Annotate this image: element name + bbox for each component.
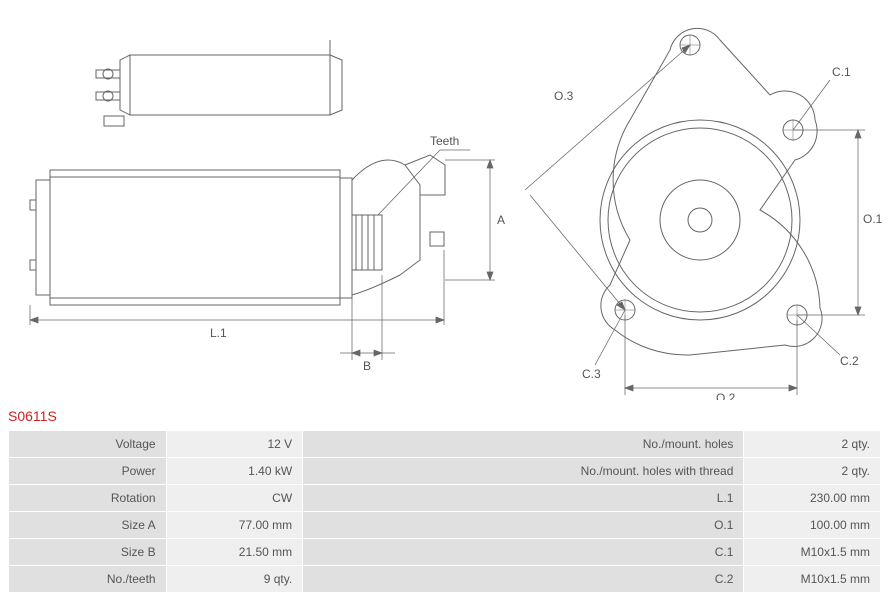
dim-label-C2: C.2 <box>840 354 859 368</box>
spec-value: 12 V <box>166 431 303 458</box>
spec-value: 77.00 mm <box>166 512 303 539</box>
spec-label: L.1 <box>303 485 744 512</box>
spec-label: C.2 <box>303 566 744 593</box>
dim-label-C1: C.1 <box>832 65 851 79</box>
spec-value: 21.50 mm <box>166 539 303 566</box>
table-row: No./teeth 9 qty. C.2 M10x1.5 mm <box>9 566 881 593</box>
table-row: Rotation CW L.1 230.00 mm <box>9 485 881 512</box>
spec-label: C.1 <box>303 539 744 566</box>
part-number: S0611S <box>8 408 57 424</box>
spec-label: Rotation <box>9 485 167 512</box>
dim-label-C3: C.3 <box>582 367 601 381</box>
spec-label: Size A <box>9 512 167 539</box>
spec-label: No./mount. holes with thread <box>303 458 744 485</box>
dim-label-A: A <box>497 213 505 227</box>
technical-drawing: L.1 B A Teeth <box>0 0 889 400</box>
dim-label-L1: L.1 <box>210 326 227 340</box>
dim-label-O2: O.2 <box>716 391 736 400</box>
dim-label-O3: O.3 <box>554 89 574 103</box>
diagram-panel: L.1 B A Teeth <box>0 0 889 400</box>
spec-value: 2 qty. <box>744 431 881 458</box>
spec-value: 9 qty. <box>166 566 303 593</box>
table-row: Voltage 12 V No./mount. holes 2 qty. <box>9 431 881 458</box>
spec-value: 1.40 kW <box>166 458 303 485</box>
spec-label: No./teeth <box>9 566 167 593</box>
spec-value: M10x1.5 mm <box>744 539 881 566</box>
spec-table: Voltage 12 V No./mount. holes 2 qty. Pow… <box>8 430 881 593</box>
spec-value: CW <box>166 485 303 512</box>
spec-value: M10x1.5 mm <box>744 566 881 593</box>
spec-value: 230.00 mm <box>744 485 881 512</box>
table-row: Power 1.40 kW No./mount. holes with thre… <box>9 458 881 485</box>
spec-label: Voltage <box>9 431 167 458</box>
table-row: Size B 21.50 mm C.1 M10x1.5 mm <box>9 539 881 566</box>
spec-label: No./mount. holes <box>303 431 744 458</box>
dim-label-O1: O.1 <box>863 212 883 226</box>
dim-label-teeth: Teeth <box>430 134 459 148</box>
spec-label: O.1 <box>303 512 744 539</box>
table-row: Size A 77.00 mm O.1 100.00 mm <box>9 512 881 539</box>
spec-label: Size B <box>9 539 167 566</box>
spec-value: 2 qty. <box>744 458 881 485</box>
spec-label: Power <box>9 458 167 485</box>
dim-label-B: B <box>363 359 371 373</box>
spec-value: 100.00 mm <box>744 512 881 539</box>
